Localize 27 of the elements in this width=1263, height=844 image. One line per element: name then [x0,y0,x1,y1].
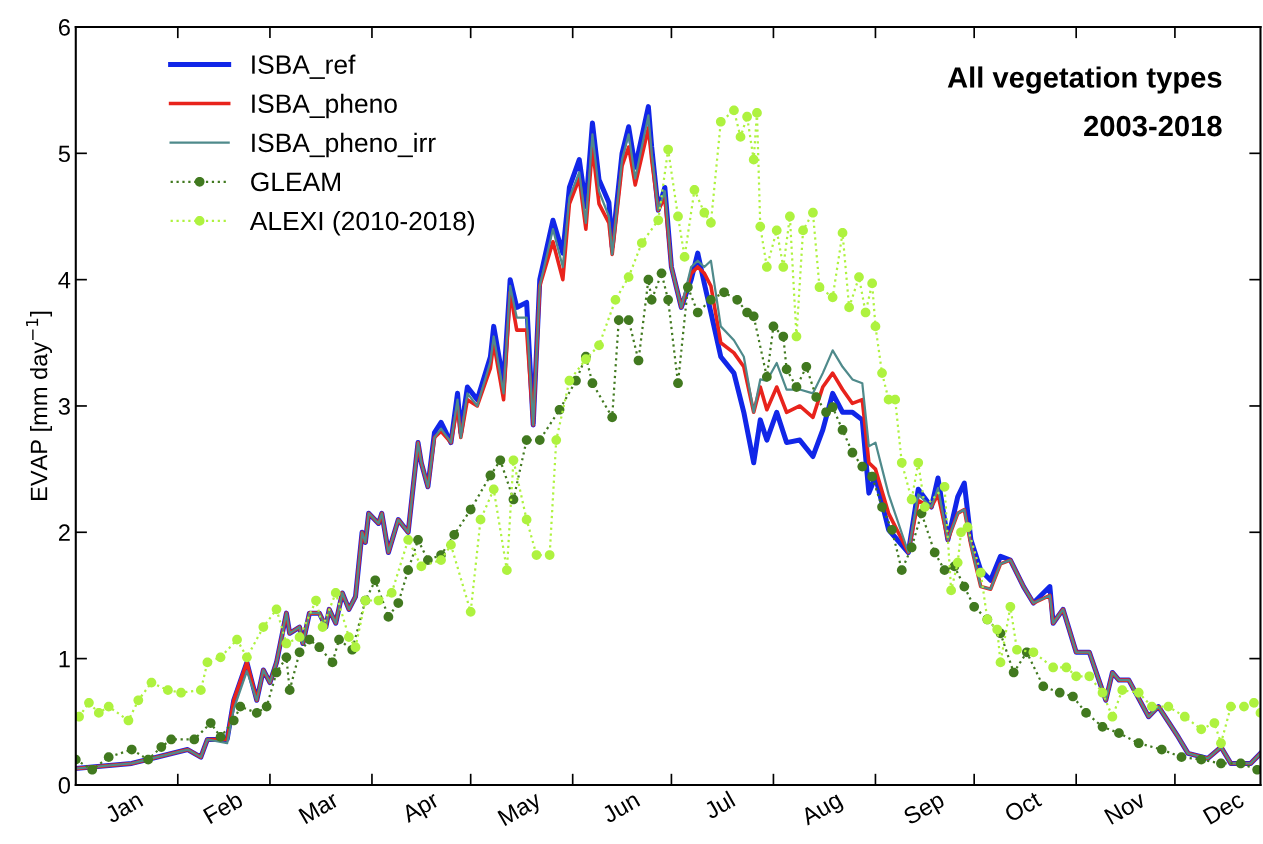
x-tick-label: Jun [600,791,641,824]
x-tick-label: Feb [202,790,244,825]
y-tick-label: 1 [59,650,70,668]
x-tick-label: Oct [1003,790,1043,823]
annotation: All vegetation types [947,66,1222,94]
legend-label: GLEAM [251,172,340,192]
x-tick-label: Mar [298,790,340,825]
y-tick-label: 5 [58,145,70,163]
y-tick-label: 0 [58,776,70,794]
y-tick-label: 2 [58,524,70,541]
x-tick-label: Dec [1202,790,1246,825]
x-tick-label: Nov [1103,790,1147,825]
x-tick-label: May [497,790,545,831]
x-tick-label: Sep [902,790,948,830]
y-tick-label: 6 [58,19,70,36]
x-tick-label: Jul [702,790,736,820]
y-tick-label: 3 [58,398,70,415]
legend-label: ISBA_ref [252,54,356,79]
legend-label: ISBA_pheno_irr [252,132,436,158]
legend-label: ALEXI (2010-2018) [249,211,475,236]
y-tick-label: 4 [58,271,71,289]
annotation: 2003-2018 [1084,115,1222,137]
x-tick-label: Apr [400,790,443,828]
x-tick-label: Aug [799,791,846,830]
legend-label: ISBA_pheno [252,93,397,119]
y-axis-title: EVAP [mm day$^{−1}$] [26,311,53,501]
x-tick-label: Jan [103,791,144,824]
